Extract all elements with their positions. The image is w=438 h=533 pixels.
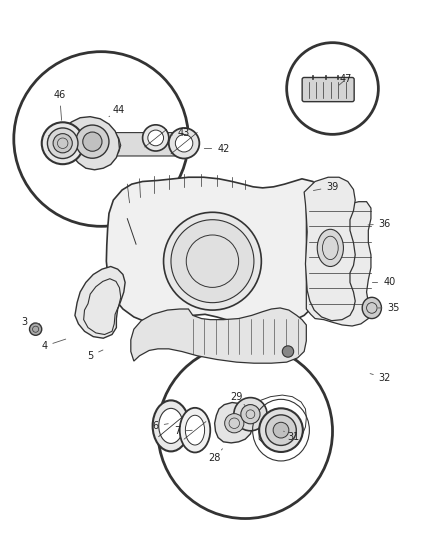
Circle shape [287,43,378,134]
Circle shape [266,415,296,446]
Text: 35: 35 [378,303,400,313]
Text: 42: 42 [204,143,230,154]
Circle shape [158,344,332,519]
Ellipse shape [185,415,205,445]
Ellipse shape [362,297,381,319]
Circle shape [76,125,109,158]
Circle shape [42,122,84,164]
Text: 43: 43 [171,127,190,138]
Text: 31: 31 [284,431,299,441]
Text: 6: 6 [152,421,168,431]
Ellipse shape [317,229,343,266]
Text: 4: 4 [41,339,66,351]
Polygon shape [114,133,184,156]
Text: 29: 29 [230,392,245,406]
Polygon shape [106,177,324,325]
Ellipse shape [159,408,183,443]
Circle shape [163,212,261,310]
Text: 39: 39 [314,182,339,192]
Polygon shape [65,117,120,170]
Circle shape [241,405,260,424]
Polygon shape [46,130,73,155]
Text: 3: 3 [21,317,39,327]
Circle shape [143,125,169,151]
Circle shape [169,128,199,158]
Circle shape [175,134,193,152]
Circle shape [171,220,254,303]
Circle shape [83,132,102,151]
Text: 5: 5 [87,350,103,361]
Polygon shape [75,266,125,338]
Circle shape [53,134,72,153]
Text: 28: 28 [208,449,223,463]
Polygon shape [304,177,355,321]
Polygon shape [306,188,371,326]
Text: 32: 32 [370,373,391,383]
Ellipse shape [180,408,210,453]
Circle shape [148,130,163,146]
Circle shape [234,398,267,431]
Circle shape [225,414,244,433]
Circle shape [47,128,78,158]
Ellipse shape [152,400,189,451]
Text: 36: 36 [368,219,391,229]
Text: 40: 40 [372,278,396,287]
Circle shape [273,422,289,438]
Text: 44: 44 [109,105,125,117]
Circle shape [283,346,293,357]
Circle shape [29,323,42,335]
Text: 7: 7 [174,426,192,436]
FancyBboxPatch shape [302,77,354,102]
Text: 47: 47 [339,75,352,85]
Text: 46: 46 [53,91,66,120]
Polygon shape [131,308,306,363]
Polygon shape [215,402,253,443]
Circle shape [14,52,188,227]
Circle shape [259,408,303,452]
